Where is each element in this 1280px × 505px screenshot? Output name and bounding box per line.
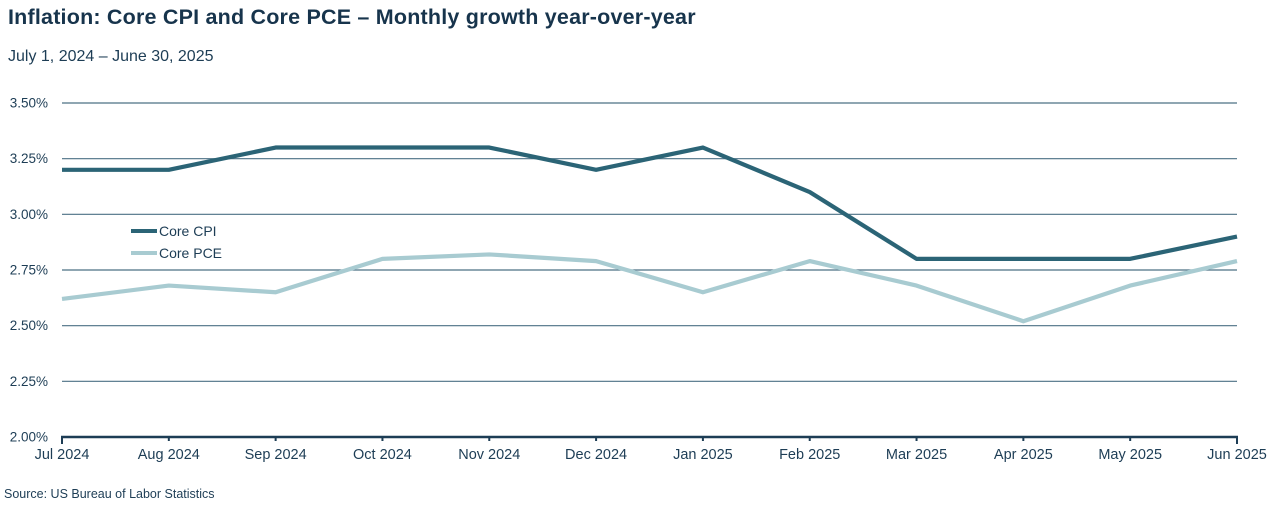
x-tick-label: Jan 2025 — [673, 447, 733, 463]
x-tick-label: Mar 2025 — [886, 447, 947, 463]
legend-swatch-core-cpi-icon — [131, 229, 157, 233]
series-line-core-cpi — [62, 145, 1238, 261]
legend-swatch-core-pce-icon — [131, 251, 157, 255]
chart-subtitle: July 1, 2024 – June 30, 2025 — [8, 48, 214, 65]
legend: Core CPI Core PCE — [131, 220, 222, 264]
x-tick-label: Dec 2024 — [565, 447, 627, 463]
x-tick-label: Aug 2024 — [138, 447, 200, 463]
legend-label-core-cpi: Core CPI — [159, 223, 217, 239]
legend-item-core-pce: Core PCE — [131, 242, 222, 264]
x-tick-label: Jun 2025 — [1207, 447, 1267, 463]
source-note: Source: US Bureau of Labor Statistics — [4, 487, 215, 501]
legend-item-core-cpi: Core CPI — [131, 220, 222, 242]
y-tick-label: 3.25% — [10, 151, 48, 166]
y-tick-label: 3.00% — [10, 207, 48, 222]
x-tick-label: May 2025 — [1098, 447, 1162, 463]
x-tick-label: Jul 2024 — [35, 447, 90, 463]
x-tick-label: Feb 2025 — [779, 447, 840, 463]
y-tick-label: 2.75% — [10, 263, 48, 278]
y-tick-label: 2.25% — [10, 374, 48, 389]
x-tick-label: Oct 2024 — [353, 447, 412, 463]
legend-label-core-pce: Core PCE — [159, 245, 223, 261]
x-tick-label: Apr 2025 — [994, 447, 1053, 463]
y-tick-label: 3.50% — [10, 96, 48, 111]
series-line-core-pce — [61, 252, 1238, 324]
chart-title: Inflation: Core CPI and Core PCE – Month… — [8, 5, 696, 29]
x-tick-label: Nov 2024 — [458, 447, 520, 463]
y-tick-label: 2.00% — [10, 430, 48, 445]
y-tick-label: 2.50% — [10, 318, 48, 333]
x-tick-label: Sep 2024 — [245, 447, 307, 463]
